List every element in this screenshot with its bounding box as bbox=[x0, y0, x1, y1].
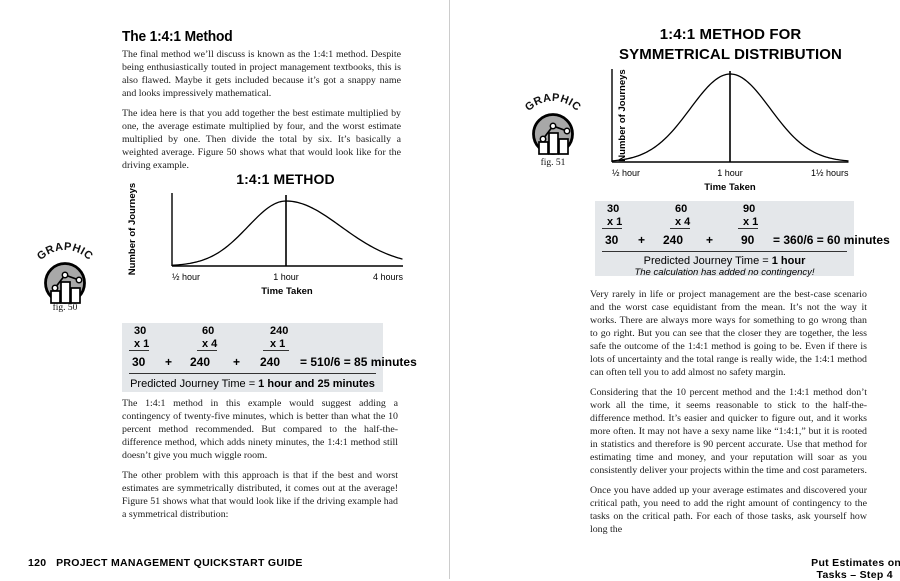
svg-text:GRAPHIC: GRAPHIC bbox=[523, 92, 583, 114]
svg-text:1 hour: 1 hour bbox=[717, 168, 743, 178]
svg-text:Time Taken: Time Taken bbox=[704, 182, 756, 193]
svg-text:1 hour: 1 hour bbox=[273, 272, 299, 282]
svg-text:1½ hours: 1½ hours bbox=[811, 168, 849, 178]
svg-text:Number of Journeys: Number of Journeys bbox=[617, 69, 628, 161]
svg-text:4 hours: 4 hours bbox=[373, 272, 404, 282]
svg-text:Time Taken: Time Taken bbox=[261, 286, 313, 297]
svg-text:½ hour: ½ hour bbox=[172, 272, 200, 282]
svg-text:Number of Journeys: Number of Journeys bbox=[127, 183, 138, 275]
svg-text:GRAPHIC: GRAPHIC bbox=[35, 241, 95, 263]
svg-text:½ hour: ½ hour bbox=[612, 168, 640, 178]
